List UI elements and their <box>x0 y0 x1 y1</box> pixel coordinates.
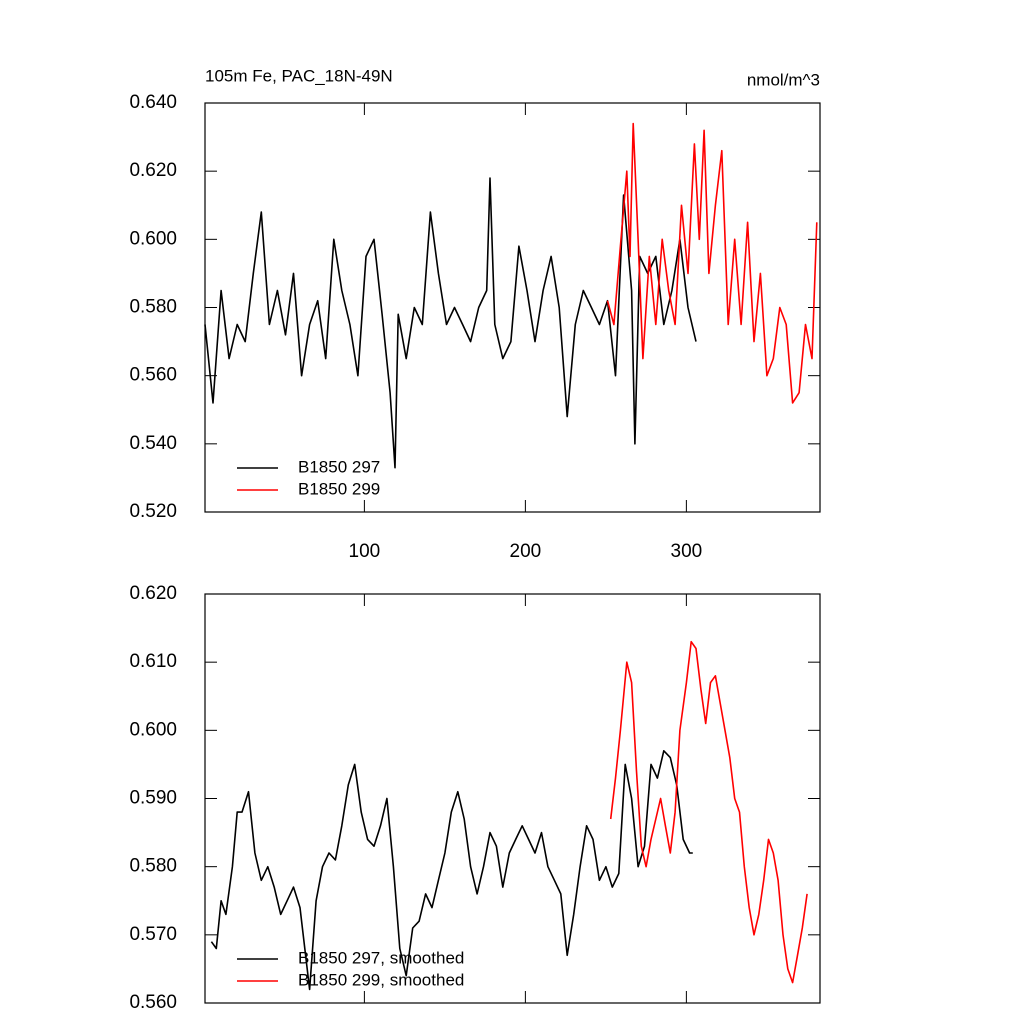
legend-label: B1850 297, smoothed <box>298 948 464 967</box>
y-tick-label: 0.570 <box>129 924 177 945</box>
y-tick-label: 0.600 <box>129 228 177 249</box>
series-line <box>606 122 818 404</box>
units-label: nmol/m^3 <box>747 70 820 89</box>
legend-label: B1850 297 <box>298 457 380 476</box>
y-tick-label: 0.580 <box>129 297 177 318</box>
series-line <box>609 640 808 984</box>
chart-title: 105m Fe, PAC_18N-49N <box>205 66 393 85</box>
plot-frame <box>204 593 821 1004</box>
y-tick-label: 0.620 <box>129 160 177 181</box>
legend-label: B1850 299 <box>298 479 380 498</box>
legend-label: B1850 299, smoothed <box>298 970 464 989</box>
series-line <box>210 750 693 991</box>
y-tick-label: 0.600 <box>129 719 177 740</box>
y-tick-label: 0.560 <box>129 992 177 1013</box>
y-tick-label: 0.520 <box>129 501 177 522</box>
y-tick-label: 0.540 <box>129 433 177 454</box>
y-tick-label: 0.560 <box>129 365 177 386</box>
y-tick-label: 0.590 <box>129 788 177 809</box>
series-line <box>204 177 697 469</box>
plot-frame <box>204 102 821 513</box>
x-tick-label: 200 <box>510 541 542 562</box>
y-tick-label: 0.640 <box>129 92 177 113</box>
y-tick-label: 0.580 <box>129 856 177 877</box>
x-tick-label: 300 <box>671 541 703 562</box>
y-tick-label: 0.610 <box>129 651 177 672</box>
y-tick-label: 0.620 <box>129 583 177 604</box>
x-tick-label: 100 <box>349 541 381 562</box>
